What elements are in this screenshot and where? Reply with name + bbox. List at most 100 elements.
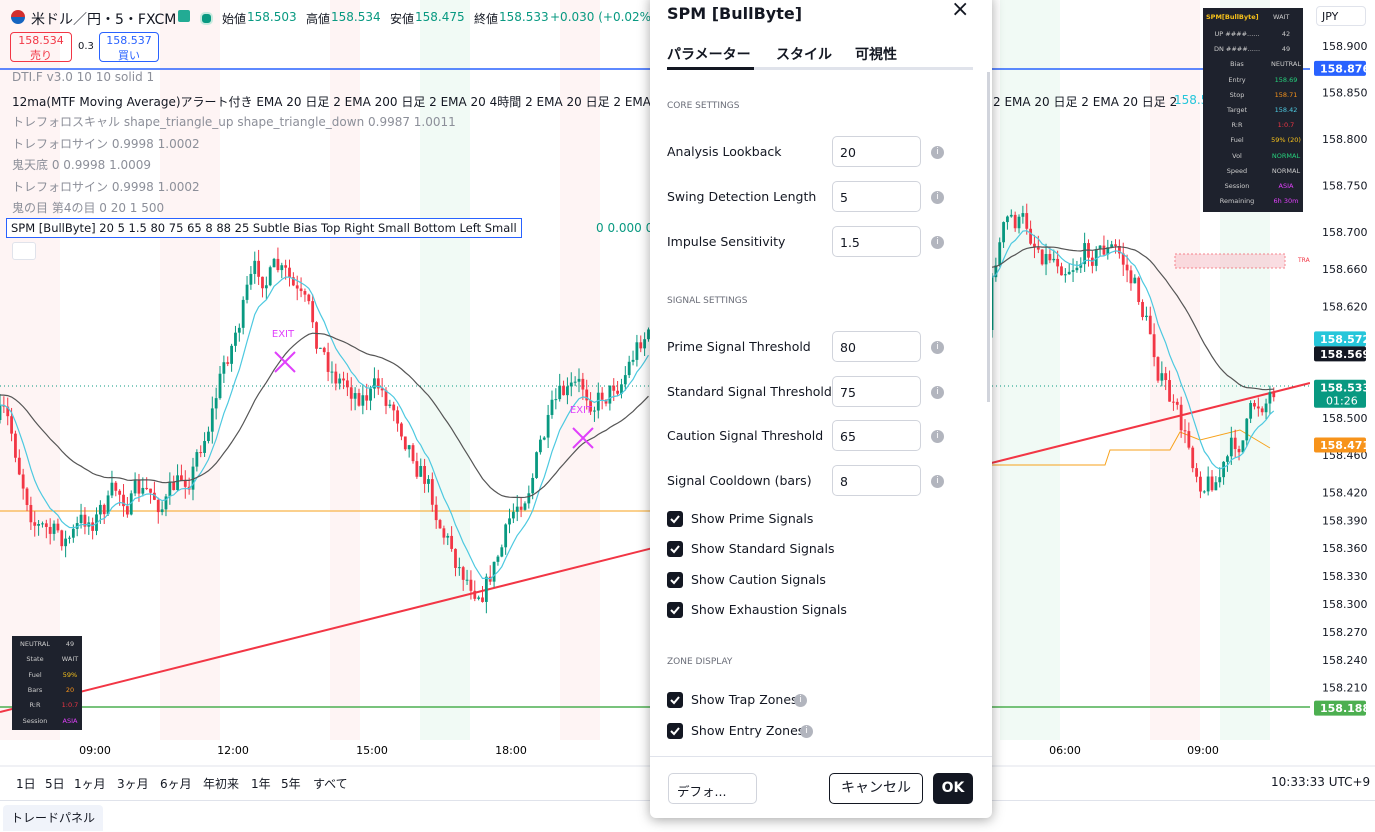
mini-key: Fuel xyxy=(28,670,42,679)
candle-body xyxy=(1195,468,1198,477)
checkbox[interactable] xyxy=(667,723,683,739)
candle-body xyxy=(639,342,643,349)
candle-body xyxy=(1210,476,1214,491)
settings-dialog: SPM [BullByte] × パラメーター スタイル 可視性 CORE SETTING… xyxy=(650,0,992,818)
candle-body xyxy=(1253,402,1256,407)
tab[interactable]: パラメーター xyxy=(667,47,751,63)
candle-body xyxy=(1179,404,1183,431)
candle-body xyxy=(403,436,407,450)
candle-body xyxy=(1075,267,1079,271)
info-key: DN ####...... xyxy=(1213,45,1261,54)
candle-body xyxy=(539,439,542,453)
cancel-button[interactable]: キャンセル xyxy=(829,773,923,804)
candle-body xyxy=(245,284,249,300)
candle-body xyxy=(573,381,577,383)
field-input[interactable]: 1.5 xyxy=(832,226,921,257)
field-input[interactable]: 5 xyxy=(832,181,921,212)
field-input[interactable]: 20 xyxy=(832,136,921,167)
candle-body xyxy=(604,399,608,404)
range-button[interactable]: 1ヶ月 xyxy=(74,777,106,791)
candle-body xyxy=(102,504,106,515)
range-button[interactable]: すべて xyxy=(313,777,348,791)
candle-body xyxy=(168,481,172,497)
candle-body xyxy=(342,378,345,381)
candle-body xyxy=(1264,403,1268,413)
checkbox[interactable] xyxy=(667,511,683,527)
exit-label: EXIT xyxy=(570,405,593,416)
close-button[interactable]: × xyxy=(951,0,970,22)
indicator-legend[interactable]: SPM [BullByte] 20 5 1.5 80 75 65 8 88 25… xyxy=(6,218,522,238)
candle-body xyxy=(1117,245,1121,254)
range-button[interactable]: 6ヶ月 xyxy=(160,777,192,791)
candle-body xyxy=(133,479,137,494)
candle-body xyxy=(180,475,183,481)
candle-body xyxy=(48,526,52,534)
candle-body xyxy=(41,523,44,525)
collapse-button[interactable] xyxy=(12,242,36,260)
candle-body xyxy=(110,482,114,496)
field-label: Analysis Lookback xyxy=(667,144,782,159)
price-tag-label: 158.569 xyxy=(1320,348,1370,361)
candle-body xyxy=(21,474,25,489)
mini-value: 49 xyxy=(65,640,75,648)
session-band xyxy=(420,0,470,740)
range-button[interactable]: 1年 xyxy=(251,777,271,791)
candle-body xyxy=(519,506,523,510)
checkbox[interactable] xyxy=(667,572,683,588)
info-icon: i xyxy=(931,341,944,354)
candle-body xyxy=(299,288,303,292)
mini-key: R:R xyxy=(29,701,41,710)
exit-mark xyxy=(572,427,594,449)
field-input[interactable]: 65 xyxy=(832,420,921,451)
field-label: Caution Signal Threshold xyxy=(667,428,824,443)
candle-body xyxy=(153,492,156,500)
trade-panel-tab[interactable]: トレードパネル xyxy=(3,805,104,831)
candle-body xyxy=(141,487,145,494)
tab[interactable]: スタイル xyxy=(776,47,832,63)
ok-button[interactable]: OK xyxy=(933,773,973,804)
checkbox[interactable] xyxy=(667,541,683,557)
candle-body xyxy=(326,352,330,372)
candle-body xyxy=(376,378,380,389)
section-title: ZONE DISPLAY xyxy=(667,657,733,667)
candle-body xyxy=(388,404,392,406)
checkbox[interactable] xyxy=(667,602,683,618)
currency-select[interactable]: JPY xyxy=(1316,6,1366,26)
price-tag-label: 158.533 xyxy=(1320,381,1370,394)
candle-body xyxy=(330,371,334,373)
buy-button[interactable]: 158.537 買い xyxy=(99,32,159,62)
info-icon: i xyxy=(794,694,807,707)
candle-body xyxy=(249,273,253,285)
info-value: 42 xyxy=(1281,30,1291,38)
sell-button[interactable]: 158.534 売り xyxy=(10,32,72,62)
candle-body xyxy=(373,378,376,389)
defaults-select[interactable]: デフォ... xyxy=(668,773,757,804)
field-input[interactable]: 8 xyxy=(832,465,921,496)
range-button[interactable]: 5年 xyxy=(281,777,301,791)
price-tag xyxy=(1314,700,1366,716)
range-button[interactable]: 年初来 xyxy=(203,777,240,791)
candle-body xyxy=(1175,401,1179,405)
candle-body xyxy=(1214,482,1218,491)
ohlc-label: 安値 xyxy=(390,12,415,26)
candle-body xyxy=(430,479,434,505)
candle-body xyxy=(1133,277,1137,284)
candle-body xyxy=(1156,357,1160,381)
field-input[interactable]: 80 xyxy=(832,331,921,362)
field-input[interactable]: 75 xyxy=(832,376,921,407)
checkbox[interactable] xyxy=(667,692,683,708)
tab[interactable]: 可視性 xyxy=(855,47,897,63)
range-button[interactable]: 5日 xyxy=(45,777,65,791)
mini-value: 20 xyxy=(65,685,75,694)
clock: 10:33:33 UTC+9 xyxy=(1271,775,1371,789)
price-label: 158.500 xyxy=(1322,412,1368,425)
info-icon: i xyxy=(931,191,944,204)
candle-body xyxy=(64,538,68,547)
time-label: 09:00 xyxy=(79,744,111,757)
candle-body xyxy=(581,378,585,390)
ohlc-label: 高値 xyxy=(306,12,331,26)
time-label: 18:00 xyxy=(495,744,527,757)
candle-body xyxy=(423,466,426,484)
range-button[interactable]: 1日 xyxy=(16,777,36,791)
range-button[interactable]: 3ヶ月 xyxy=(117,777,149,791)
